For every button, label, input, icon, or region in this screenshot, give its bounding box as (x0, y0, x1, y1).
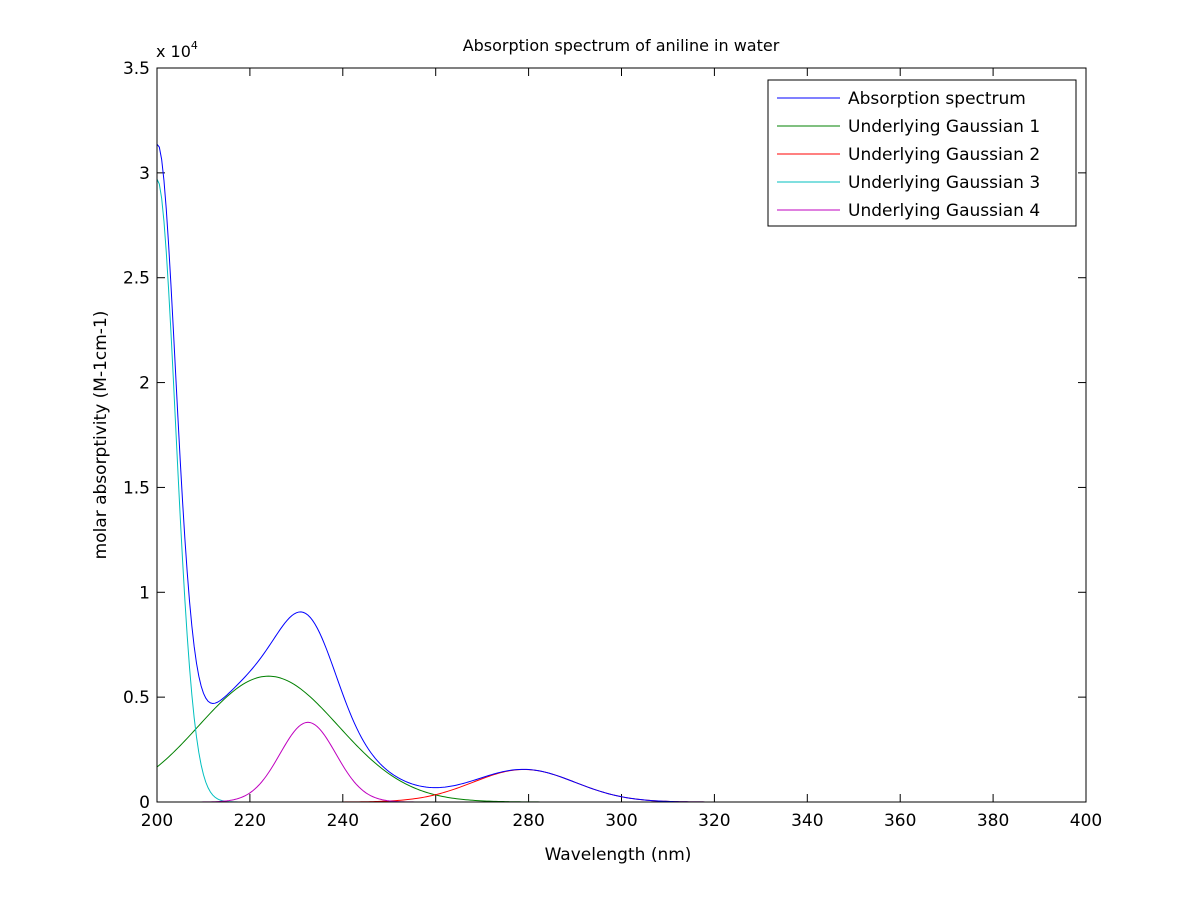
legend-label-2: Underlying Gaussian 2 (848, 145, 1040, 165)
legend-box (767, 79, 1077, 227)
x-tick-label: 380 (977, 811, 1009, 831)
x-tick-label: 200 (141, 811, 173, 831)
x-tick-label: 400 (1070, 811, 1102, 831)
y-axis-label: molar absorptivity (M-1cm-1) (91, 311, 111, 560)
y-tick-label: 3 (139, 164, 150, 184)
y-exponent-label: x 104 (156, 39, 198, 61)
y-tick-label: 3.5 (123, 59, 150, 79)
x-tick-label: 300 (605, 811, 637, 831)
x-tick-label: 340 (791, 811, 823, 831)
x-tick-label: 320 (698, 811, 730, 831)
legend-label-3: Underlying Gaussian 3 (848, 173, 1040, 193)
y-tick-label: 2.5 (123, 269, 150, 289)
y-tick-label: 2 (139, 374, 150, 394)
x-tick-label: 360 (884, 811, 916, 831)
x-tick-label: 260 (419, 811, 451, 831)
x-axis-label: Wavelength (nm) (545, 845, 692, 865)
legend-label-4: Underlying Gaussian 4 (848, 201, 1040, 221)
x-tick-label: 240 (327, 811, 359, 831)
legend-label-1: Underlying Gaussian 1 (848, 117, 1040, 137)
legend-label-0: Absorption spectrum (848, 89, 1026, 109)
legend-entries: Absorption spectrum Underlying Gaussian 1… (777, 89, 1040, 221)
x-tick-label: 280 (512, 811, 544, 831)
y-tick-label: 1 (139, 583, 150, 603)
y-tick-label: 0 (139, 793, 150, 813)
y-tick-label: 1.5 (123, 478, 150, 498)
axes-box (156, 67, 1087, 803)
legend: Absorption spectrum Underlying Gaussian 1… (767, 79, 1077, 227)
y-tick-label: 0.5 (123, 688, 150, 708)
chart-title: Absorption spectrum of aniline in water (463, 36, 780, 55)
tick-layer: 200 220 240 260 280 300 320 340 360 380 400 0 0.5 1 1.… (123, 59, 1102, 831)
x-tick-label: 220 (234, 811, 266, 831)
